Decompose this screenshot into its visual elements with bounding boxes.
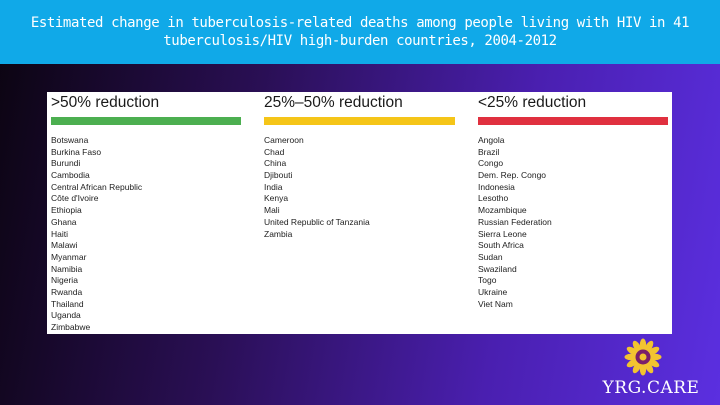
country-item: Mali bbox=[264, 205, 280, 216]
country-item: Myanmar bbox=[51, 251, 87, 262]
logo-text: YRG.CARE bbox=[602, 378, 700, 398]
country-item: Lesotho bbox=[478, 193, 509, 204]
country-item: Dem. Rep. Congo bbox=[478, 170, 547, 181]
country-item: Cambodia bbox=[51, 170, 90, 181]
country-item: Haiti bbox=[51, 228, 69, 239]
reduction-table: >50% reduction Botswana Burkina Faso Burun… bbox=[47, 92, 672, 334]
country-item: Rwanda bbox=[51, 286, 83, 297]
country-item: Ukraine bbox=[478, 286, 508, 297]
column-25-50: 25%–50% reduction Cameroon Chad China Djibo… bbox=[264, 92, 455, 240]
country-item: Botswana bbox=[51, 135, 89, 145]
country-item: Djibouti bbox=[264, 170, 293, 181]
column-heading: 25%–50% reduction bbox=[264, 94, 403, 111]
country-item: Zambia bbox=[264, 228, 293, 239]
column-over-50: >50% reduction Botswana Burkina Faso Burun… bbox=[51, 92, 241, 334]
column-heading: >50% reduction bbox=[51, 94, 160, 111]
country-item: Uganda bbox=[51, 310, 81, 321]
country-item: Mozambique bbox=[478, 205, 527, 216]
country-item: Brazil bbox=[478, 146, 500, 157]
red-category-bar bbox=[478, 117, 668, 125]
country-item: Togo bbox=[478, 275, 497, 286]
country-item: Viet Nam bbox=[478, 298, 513, 309]
country-list: Angola Brazil Congo Dem. Rep. Congo Indonesi… bbox=[478, 135, 668, 310]
country-item: Kenya bbox=[264, 193, 289, 204]
yellow-category-bar bbox=[264, 117, 455, 125]
country-item: Chad bbox=[264, 146, 285, 157]
title-line-1: Estimated change in tuberculosis-related… bbox=[30, 15, 690, 31]
country-item: United Republic of Tanzania bbox=[264, 216, 370, 227]
country-item: Côte d'Ivoire bbox=[51, 193, 99, 204]
yrg-care-logo: YRG.CARE bbox=[590, 338, 712, 400]
green-category-bar bbox=[51, 117, 241, 125]
country-item: Ghana bbox=[51, 216, 77, 227]
country-item: India bbox=[264, 181, 283, 192]
country-item: Burundi bbox=[51, 158, 81, 169]
country-item: Swaziland bbox=[478, 263, 517, 274]
sunflower-icon bbox=[624, 338, 662, 376]
country-item: Burkina Faso bbox=[51, 146, 102, 157]
country-item: Ethiopia bbox=[51, 205, 82, 216]
country-item: Sudan bbox=[478, 251, 503, 262]
country-item: Malawi bbox=[51, 240, 78, 251]
country-list: Botswana Burkina Faso Burundi Cambodia Centr… bbox=[51, 135, 241, 334]
country-item: Zimbabwe bbox=[51, 322, 91, 332]
country-item: Russian Federation bbox=[478, 216, 552, 227]
country-item: Nigeria bbox=[51, 275, 78, 286]
country-item: Congo bbox=[478, 158, 504, 169]
country-item: Namibia bbox=[51, 263, 83, 274]
column-under-25: <25% reduction Angola Brazil Congo Dem. Rep… bbox=[478, 92, 668, 310]
country-item: Angola bbox=[478, 135, 505, 145]
country-item: Sierra Leone bbox=[478, 228, 527, 239]
title-banner: Estimated change in tuberculosis-related… bbox=[0, 0, 720, 64]
column-heading: <25% reduction bbox=[478, 94, 587, 111]
country-item: Indonesia bbox=[478, 181, 515, 192]
country-item: China bbox=[264, 158, 287, 169]
country-item: South Africa bbox=[478, 240, 524, 251]
country-item: Cameroon bbox=[264, 135, 304, 145]
country-item: Central African Republic bbox=[51, 181, 143, 192]
country-item: Thailand bbox=[51, 298, 84, 309]
title-line-2: tuberculosis/HIV high-burden countries, … bbox=[163, 33, 557, 49]
country-list: Cameroon Chad China Djibouti India Kenya Mali U… bbox=[264, 135, 455, 240]
